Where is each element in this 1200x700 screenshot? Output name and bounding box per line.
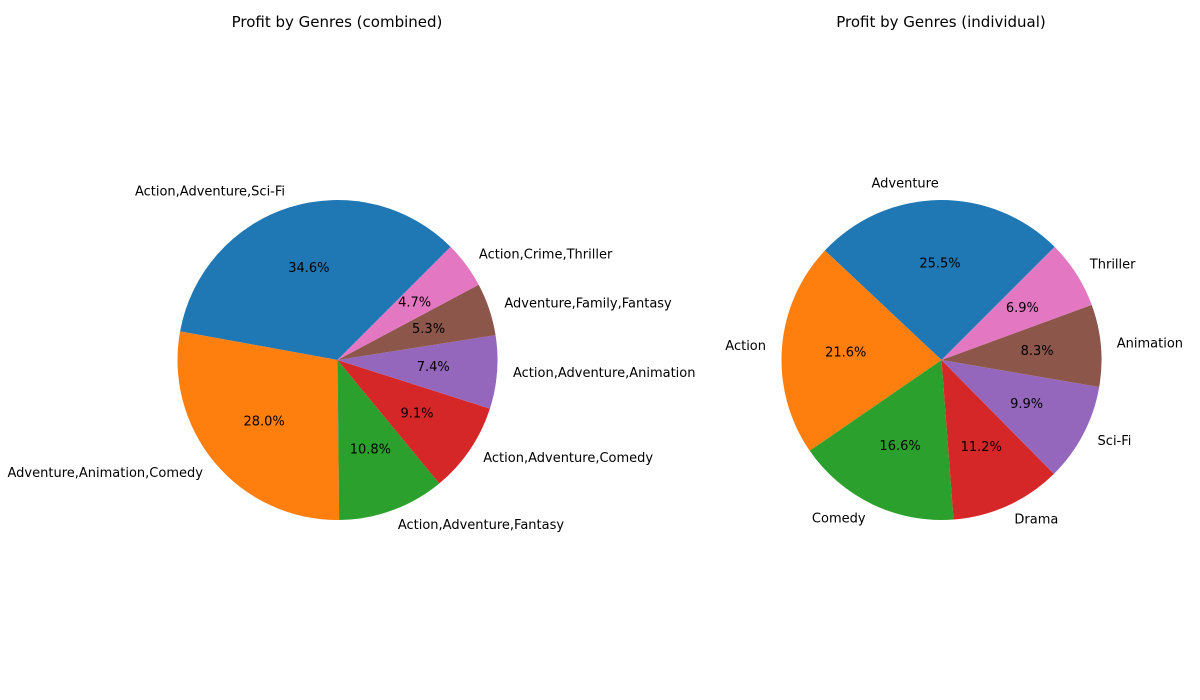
pie-slice-action-adventure-sci-fi (180, 200, 451, 360)
pie-category-label: Action,Crime,Thriller (479, 248, 613, 263)
pie-category-label: Action,Adventure,Comedy (483, 451, 653, 466)
pie-slice-adventure-family-fantasy (337, 284, 496, 360)
pie-labels: 25.5% Adventure 21.6% Action 16.6% Comedy 11.2… (725, 177, 1183, 528)
pie-chart-combined: Profit by Genres (combined) 34.6% Action,… (8, 13, 696, 533)
pie-category-label: Adventure,Animation,Comedy (8, 466, 204, 481)
pie-percent-label: 7.4% (417, 360, 450, 375)
chart-title: Profit by Genres (individual) (836, 13, 1046, 31)
pie-percent-label: 21.6% (825, 345, 866, 360)
pie-slices (781, 200, 1102, 520)
pie-slice-drama (941, 360, 1054, 520)
pie-category-label: Animation (1117, 336, 1183, 351)
pie-slice-action-crime-thriller (337, 246, 479, 360)
pie-slice-action-adventure-comedy (337, 360, 490, 484)
pie-slice-action (781, 250, 942, 451)
pie-category-label: Thriller (1089, 258, 1136, 273)
pie-percent-label: 5.3% (412, 322, 445, 337)
pie-percent-label: 25.5% (919, 257, 960, 272)
pie-category-label: Action,Adventure,Sci-Fi (135, 185, 285, 200)
pie-percent-label: 4.7% (398, 295, 431, 310)
pie-labels: 34.6% Action,Adventure,Sci-Fi 28.0% Adventu… (8, 185, 696, 533)
pie-slice-animation (941, 304, 1102, 388)
pie-percent-label: 10.8% (350, 443, 391, 458)
pie-percent-label: 9.1% (400, 406, 433, 421)
pie-slice-adventure (824, 200, 1055, 360)
pie-percent-label: 6.9% (1006, 301, 1039, 316)
pie-percent-label: 8.3% (1021, 344, 1054, 359)
pie-percent-label: 11.2% (961, 440, 1002, 455)
pie-slice-action-adventure-animation (337, 335, 498, 409)
chart-title: Profit by Genres (combined) (232, 13, 443, 31)
pie-slice-adventure-animation-comedy (177, 331, 340, 520)
pie-slice-comedy (809, 360, 954, 520)
pie-category-label: Comedy (812, 511, 866, 526)
pie-chart-individual: Profit by Genres (individual) 25.5% Adven… (725, 13, 1183, 528)
pie-category-label: Adventure,Family,Fantasy (504, 297, 672, 312)
pie-category-label: Action,Adventure,Fantasy (398, 518, 565, 533)
pie-slices (177, 200, 498, 520)
pie-category-label: Action,Adventure,Animation (513, 366, 696, 381)
pie-percent-label: 28.0% (243, 414, 284, 429)
pie-slice-sci-fi (941, 360, 1100, 474)
pie-slice-thriller (941, 246, 1092, 360)
pie-category-label: Adventure (871, 177, 938, 192)
pie-percent-label: 34.6% (288, 261, 329, 276)
pie-category-label: Action (725, 339, 766, 354)
pie-category-label: Sci-Fi (1098, 434, 1132, 449)
pie-slice-action-adventure-fantasy (337, 360, 440, 520)
pie-percent-label: 16.6% (879, 439, 920, 454)
pie-percent-label: 9.9% (1010, 397, 1043, 412)
pie-category-label: Drama (1014, 513, 1058, 528)
